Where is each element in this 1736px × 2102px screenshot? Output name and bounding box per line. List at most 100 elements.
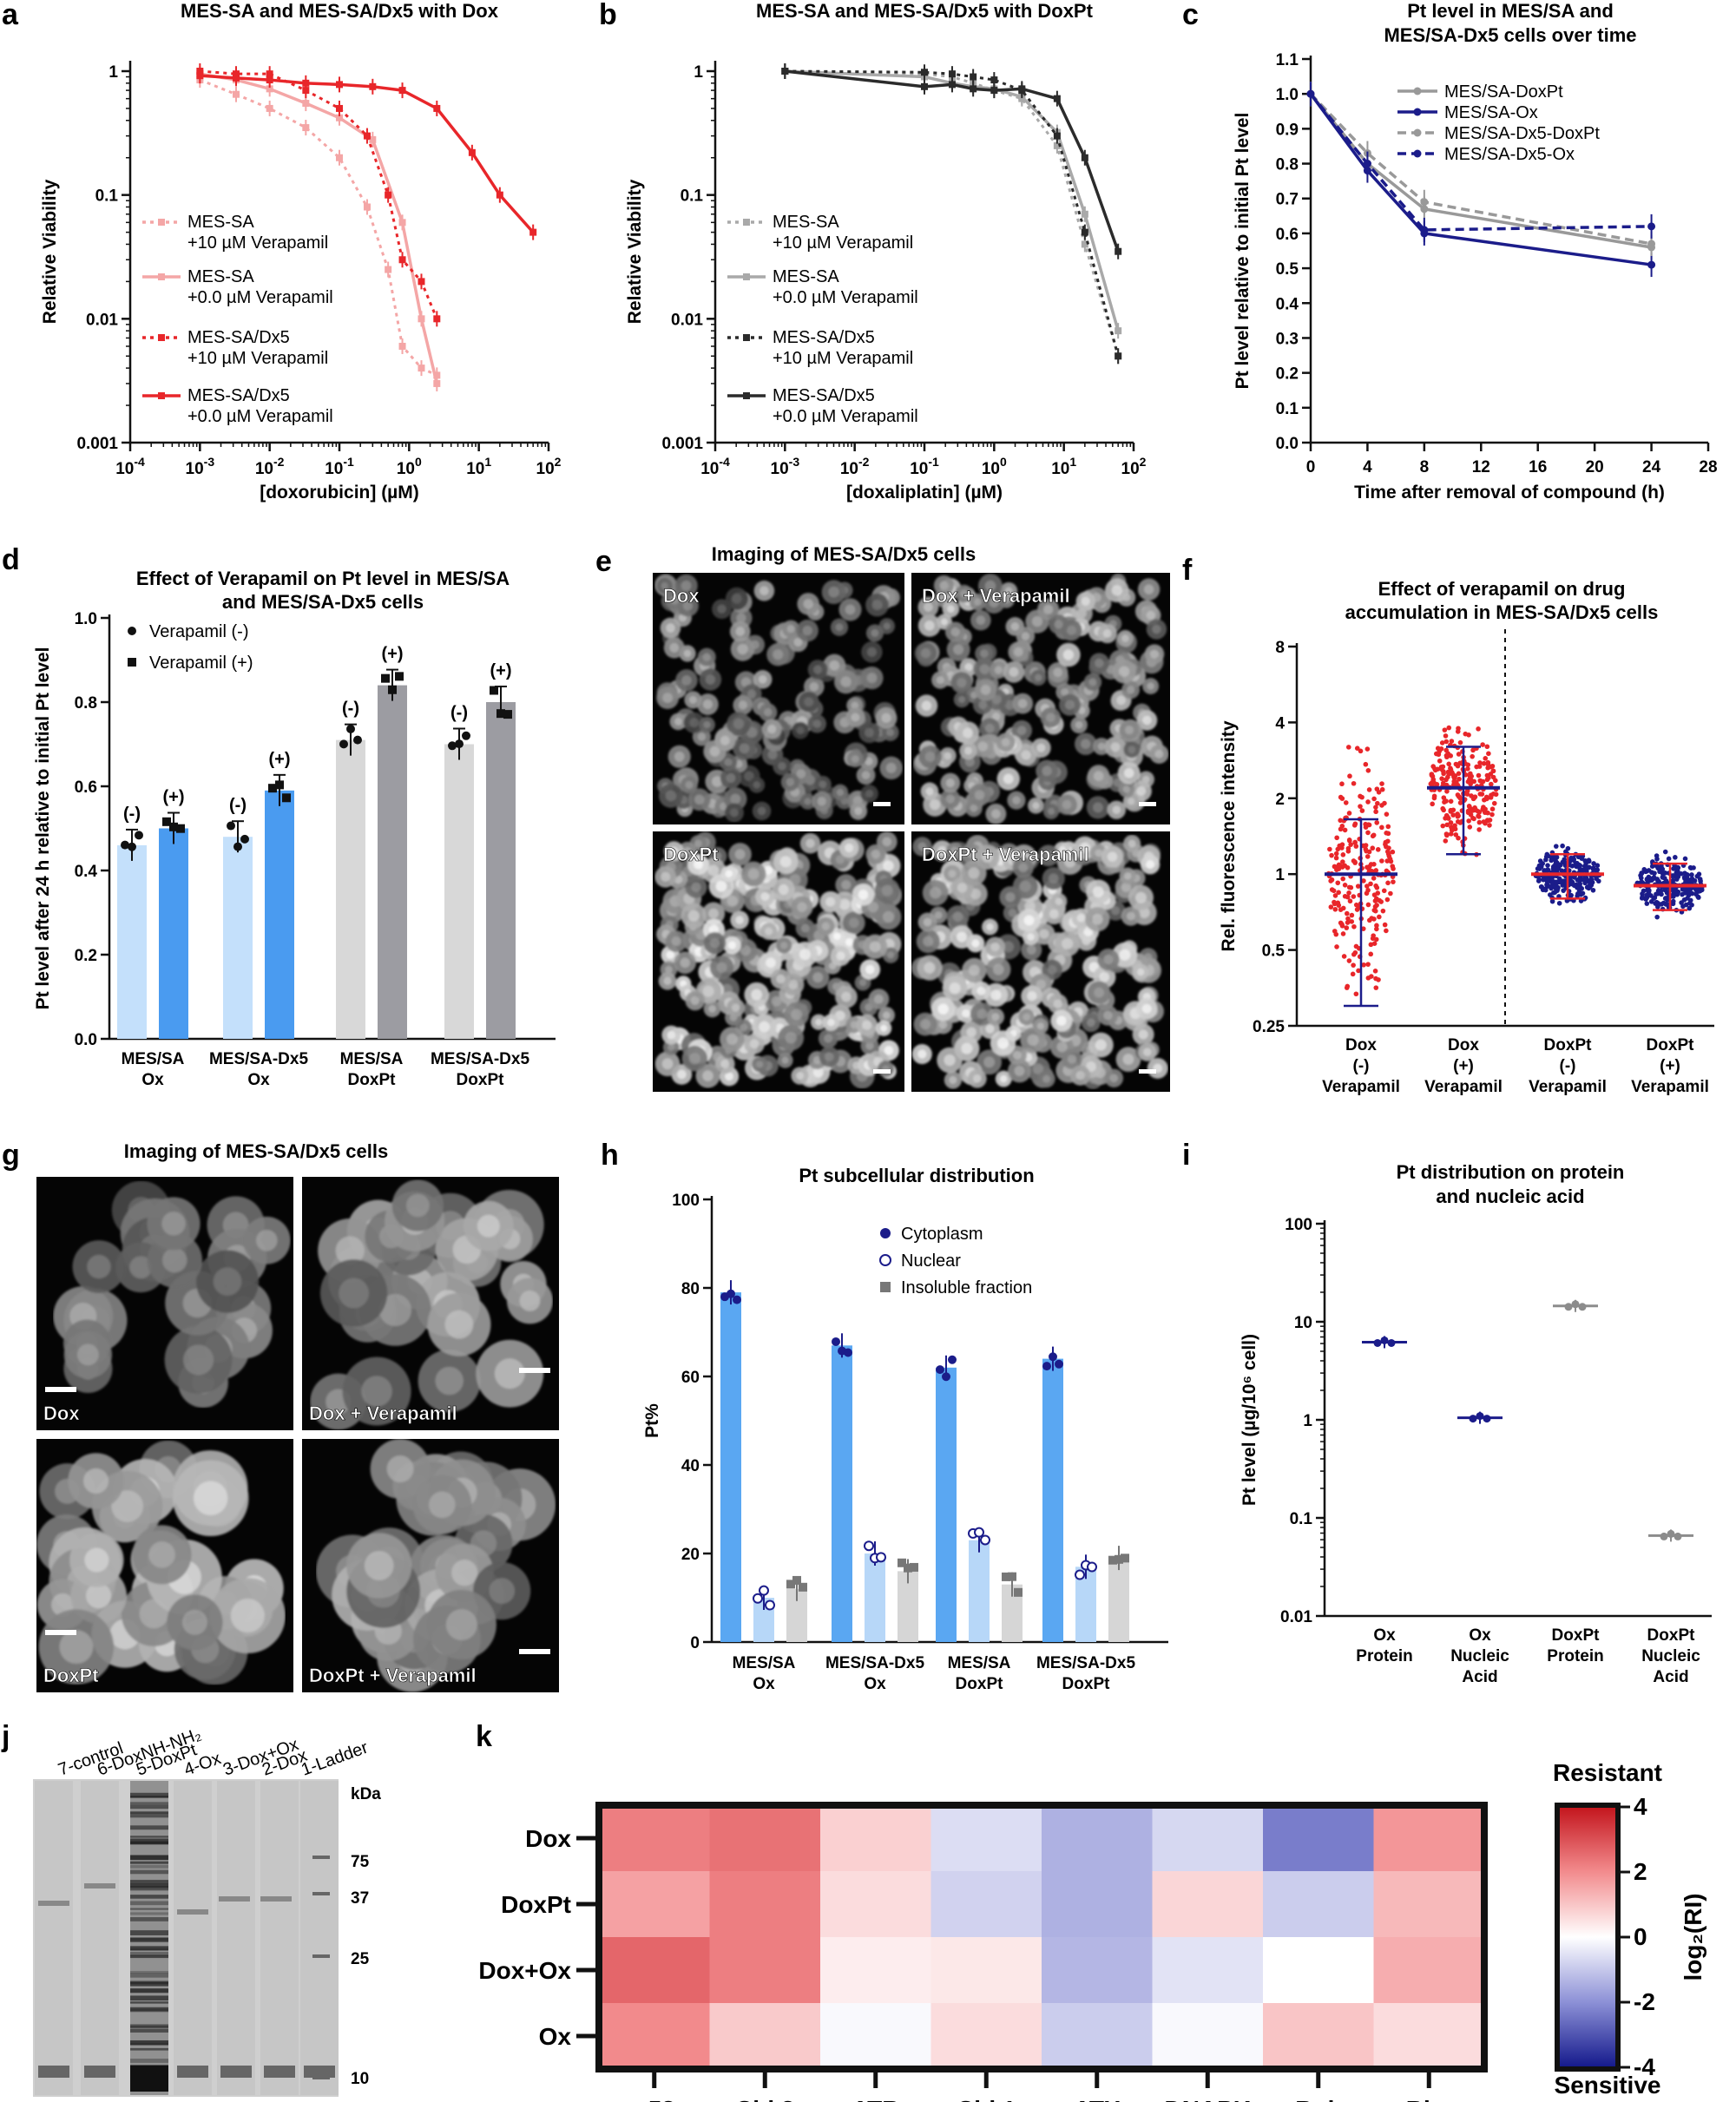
y-tick-label: 0.001	[76, 435, 118, 453]
y-axis-label: Pt level relative to initial Pt level	[1233, 113, 1253, 390]
y-tick-label: 0.01	[86, 311, 118, 329]
heatmap-cell	[820, 1805, 931, 1872]
heatmap-cell	[820, 1871, 931, 1938]
series-line-2	[1309, 92, 1652, 246]
heatmap-cell	[1263, 1805, 1374, 1872]
data-point	[898, 1558, 906, 1567]
scale-bar	[873, 1069, 891, 1074]
x-category-label: Protein	[1547, 1647, 1603, 1665]
x-category-label: (+)	[1453, 1057, 1474, 1075]
data-point	[1469, 1415, 1477, 1423]
y-tick-label: 1	[694, 63, 703, 82]
sign-label: (+)	[163, 788, 185, 807]
y-axis-label: Relative Viability	[625, 179, 645, 324]
x-category-label: Nucleic	[1641, 1647, 1700, 1665]
colorbar-tick-label: 0	[1634, 1923, 1647, 1950]
y-tick-label: 0.1	[95, 187, 119, 206]
x-category-label: Protein	[1356, 1647, 1412, 1665]
x-tick-label: 10-3	[186, 455, 215, 478]
bar	[832, 1345, 852, 1642]
x-category-label: DoxPt	[1544, 1036, 1593, 1054]
micrograph-g-3-cells	[316, 1439, 556, 1692]
panel-label-g: g	[2, 1139, 20, 1172]
data-point	[381, 673, 390, 683]
legend-marker	[743, 219, 750, 226]
data-point	[781, 68, 789, 75]
x-category-label: MES/SA	[122, 1050, 185, 1068]
data-point	[266, 76, 273, 84]
scale-bar	[45, 1387, 76, 1392]
micrograph-label: DoxPt + Verapamil	[922, 844, 1089, 865]
data-point	[369, 135, 377, 143]
data-point	[353, 735, 362, 745]
x-category-label: DoxPt	[956, 1675, 1004, 1693]
data-point	[759, 1585, 769, 1596]
panel-label-d: d	[2, 543, 20, 576]
data-point	[232, 90, 240, 98]
y-axis-label: Relative Viability	[40, 179, 60, 324]
heatmap-cell	[930, 2003, 1042, 2070]
marker-label: 37	[351, 1889, 369, 1908]
colorbar-label: log₂(RI)	[1680, 1893, 1706, 1980]
heatmap-cell	[1042, 1871, 1153, 1938]
data-point	[1115, 247, 1122, 255]
series-line-2	[200, 69, 438, 319]
data-point	[468, 148, 476, 156]
data-point	[363, 132, 371, 140]
y-tick-label: 0.9	[1276, 121, 1299, 139]
data-point	[339, 739, 348, 749]
data-point	[1087, 1561, 1097, 1573]
data-point	[266, 104, 273, 112]
heatmap-cell	[709, 2003, 821, 2070]
x-category-label: Verapamil	[1424, 1078, 1503, 1096]
data-point	[1115, 352, 1122, 360]
heatmap-cell	[599, 2003, 710, 2070]
legend-marker	[128, 658, 136, 667]
scale-bar	[519, 1368, 550, 1373]
legend-marker	[158, 392, 165, 399]
x-category-label: Acid	[1462, 1668, 1497, 1686]
heatmap-cell	[1263, 2003, 1374, 2070]
gel-band	[38, 2066, 69, 2078]
data-point	[282, 793, 291, 803]
ladder-band	[312, 1954, 330, 1958]
x-category-label: MES/SA	[340, 1050, 404, 1068]
micrograph-label: DoxPt	[663, 844, 719, 865]
data-point	[388, 685, 397, 694]
y-tick-label: 60	[681, 1369, 700, 1387]
gel-band	[177, 1909, 208, 1915]
col-label: Chk1	[957, 2096, 1016, 2102]
bar	[1042, 1358, 1063, 1642]
bar	[444, 744, 474, 1039]
legend-marker	[743, 334, 750, 341]
data-point	[398, 87, 406, 95]
x-tick-label: 102	[1121, 455, 1147, 478]
gel-lane	[174, 1781, 212, 2095]
data-point	[799, 1582, 807, 1592]
heatmap-cell	[709, 1937, 821, 2004]
panel-label-a: a	[2, 0, 19, 31]
y-tick-label: 8	[1275, 639, 1285, 657]
y-tick-label: 10	[1294, 1314, 1312, 1332]
data-point	[753, 1593, 763, 1604]
data-point	[948, 70, 956, 78]
x-tick-label: 10-2	[255, 455, 285, 478]
x-category-label: MES/SA-Dx5	[209, 1050, 308, 1068]
gel-band	[219, 1896, 250, 1902]
data-point	[1002, 1572, 1010, 1581]
bar	[265, 790, 294, 1039]
legend-marker	[879, 1254, 891, 1266]
data-point	[418, 315, 425, 323]
data-point	[1042, 1362, 1051, 1371]
scale-bar	[519, 1649, 550, 1654]
data-point	[786, 1580, 795, 1589]
y-tick-label: 1	[108, 63, 118, 82]
heatmap-cell	[930, 1937, 1042, 2004]
y-tick-label: 0.3	[1276, 330, 1299, 348]
x-tick-label: 20	[1586, 458, 1604, 476]
panel-e-title: Imaging of MES-SA/Dx5 cells	[712, 543, 976, 565]
x-tick-label: 8	[1420, 458, 1430, 476]
y-tick-label: 0.0	[75, 1031, 97, 1049]
legend-marker	[1413, 87, 1422, 95]
data-point	[1420, 226, 1429, 234]
